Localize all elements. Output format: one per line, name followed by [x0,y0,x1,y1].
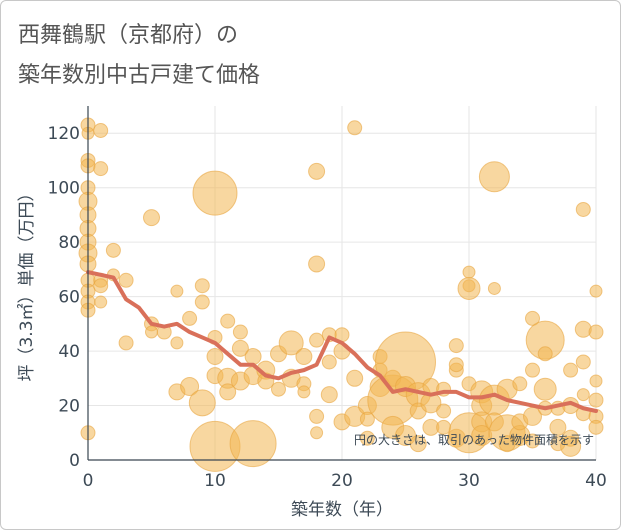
data-bubble [347,120,363,136]
data-bubble [457,276,481,300]
data-bubble [549,418,567,436]
data-bubble [118,335,134,351]
data-bubble [295,348,313,366]
y-tick-label: 80 [58,233,80,253]
data-bubble [525,433,540,449]
data-bubble [320,386,338,404]
average-price-line [86,270,598,413]
data-bubble [220,313,236,329]
data-bubble [232,324,248,340]
data-bubble [487,281,501,295]
data-bubble [588,324,604,340]
x-tick-label: 40 [585,471,607,491]
data-bubble [118,272,134,288]
y-tick-label: 40 [58,342,80,362]
data-bubble [93,161,109,177]
data-bubble [188,389,216,417]
chart-title-line1: 西舞鶴駅（京都府）の [18,23,239,48]
data-bubble [588,392,604,408]
data-bubble [448,338,464,354]
data-bubble [560,435,582,457]
x-axis-label: 築年数（年） [291,500,393,520]
data-bubble [194,294,210,310]
data-bubble [180,376,200,396]
data-bubble [309,332,325,348]
data-bubble [192,170,238,216]
data-bubble [537,346,553,362]
y-tick-label: 0 [69,451,80,471]
data-bubble [321,354,337,370]
data-bubble [574,320,592,338]
x-tick-label: 20 [331,471,353,491]
data-bubble [309,408,325,424]
data-bubble [278,330,304,356]
data-bubble [533,377,557,401]
data-bubble [194,278,210,294]
data-bubble [448,357,464,373]
data-bubble [231,339,249,357]
data-bubble [308,255,326,273]
data-bubble [512,376,528,392]
data-bubble [462,265,476,279]
data-bubble [94,295,108,309]
data-bubble [575,354,591,370]
data-bubble [219,383,237,401]
chart-annotation: 円の大きさは、取引のあった物件面積を示す [354,432,594,447]
data-bubble [308,162,326,180]
data-bubble [409,435,427,453]
data-bubble [588,419,604,435]
data-bubble [143,209,160,227]
data-bubble [182,310,198,326]
data-bubble [589,374,603,388]
data-bubble [310,426,324,440]
y-tick-label: 100 [48,179,80,199]
data-bubble [244,348,262,366]
y-axis-label: 坪（3.3㎡）単価（万円） [17,184,37,381]
data-bubble [170,336,184,350]
x-tick-label: 10 [204,471,226,491]
data-bubble [576,388,590,402]
y-tick-label: 20 [58,397,80,417]
data-bubble [359,411,375,427]
data-bubble [575,201,591,217]
data-bubble [271,381,286,397]
data-bubble [170,284,184,298]
data-bubble [525,362,540,378]
data-bubble [145,325,158,339]
data-bubble [297,385,311,399]
data-bubble [229,420,277,468]
x-tick-label: 30 [458,471,480,491]
data-bubble [93,278,109,294]
y-tick-label: 60 [58,288,80,308]
data-bubble [93,123,109,139]
x-tick-label: 0 [83,471,94,491]
data-bubble [105,242,121,258]
y-tick-label: 120 [48,124,80,144]
data-bubble [346,369,364,387]
data-bubble [359,430,375,446]
data-bubble [436,403,452,419]
data-bubble [206,348,224,366]
data-bubble [589,284,603,298]
chart-title-line2: 築年数別中古戸建て価格 [18,63,261,88]
data-bubble [563,362,579,378]
data-bubble [478,161,510,193]
